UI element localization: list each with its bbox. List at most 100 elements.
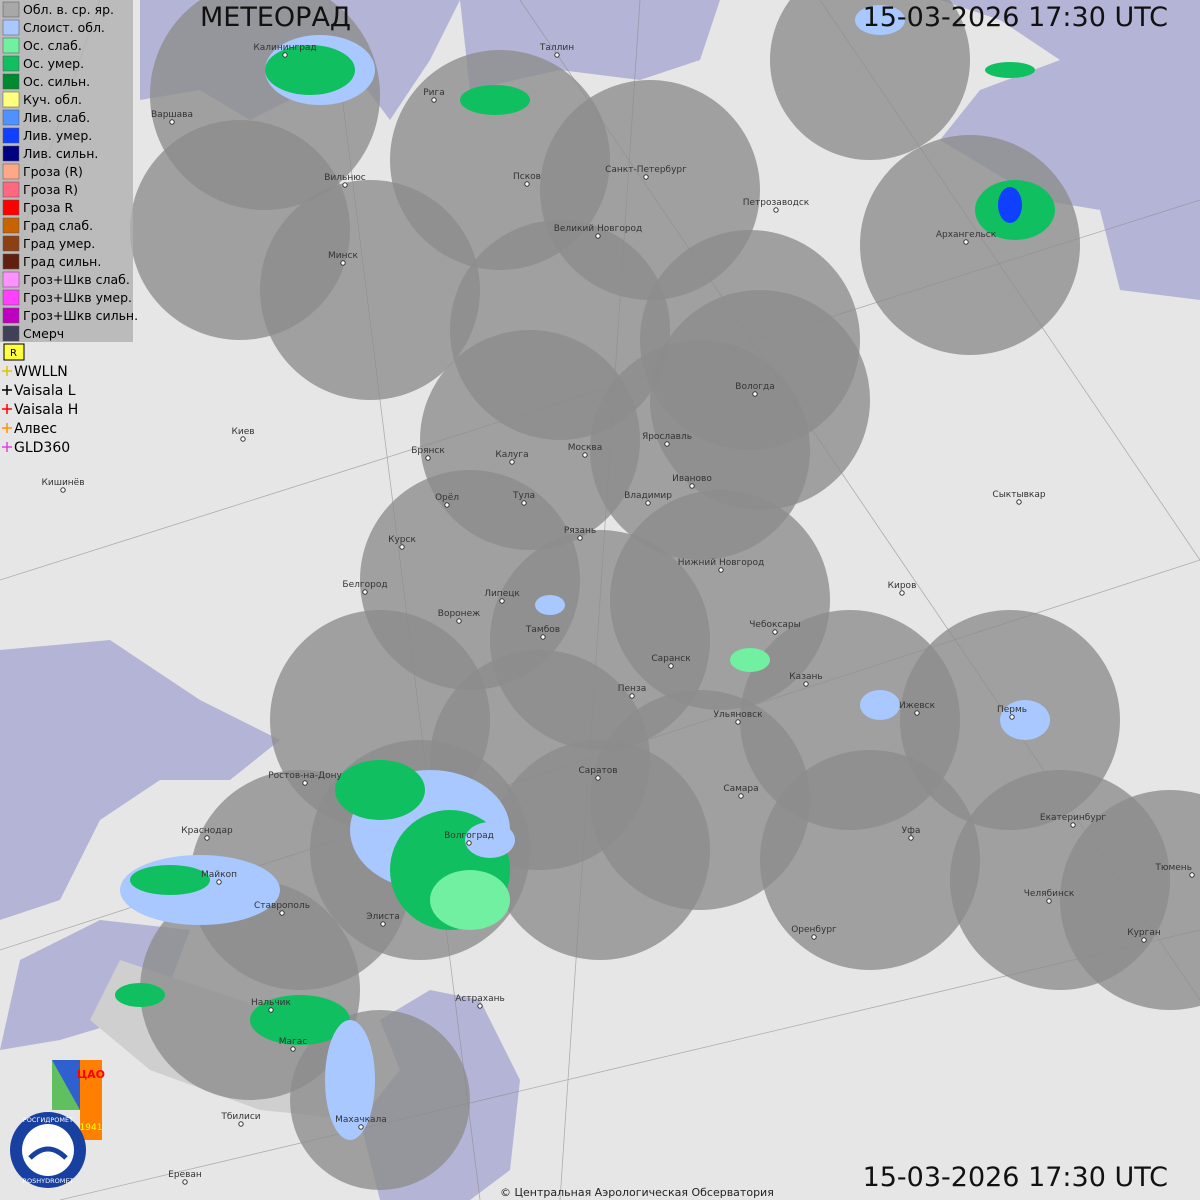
city-label: Краснодар xyxy=(181,826,233,836)
city-dot xyxy=(444,502,450,508)
legend-label: Град слаб. xyxy=(23,218,93,233)
legend-label: Ос. сильн. xyxy=(23,74,90,89)
city-dot xyxy=(279,910,285,916)
city-dot xyxy=(629,693,635,699)
city-dot xyxy=(204,835,210,841)
city-dot xyxy=(803,681,809,687)
logo-year: 1941 xyxy=(80,1123,103,1133)
logo-name-en: ROSHYDROMET xyxy=(23,1177,74,1185)
lightning-label: Алвес xyxy=(14,421,57,437)
legend-swatch xyxy=(2,325,20,342)
city-label: Махачкала xyxy=(335,1115,387,1125)
lightning-symbol xyxy=(2,366,12,376)
city-dot xyxy=(1016,499,1022,505)
city-label: Пермь xyxy=(997,705,1027,715)
city-label: Брянск xyxy=(411,446,445,456)
lightning-symbol xyxy=(2,423,12,433)
legend-swatch xyxy=(2,235,20,252)
city-dot xyxy=(282,52,288,58)
lightning-label: WWLLN xyxy=(14,364,68,380)
city-label: Нижний Новгород xyxy=(678,558,764,568)
city-label: Москва xyxy=(568,443,602,453)
city-label: Ярославль xyxy=(642,432,692,442)
logo-org: ЦАО xyxy=(77,1068,105,1081)
radar-circle xyxy=(860,135,1080,355)
legend-swatch xyxy=(2,145,20,162)
lightning-label: Vaisala L xyxy=(14,383,76,399)
lightning-symbol xyxy=(2,385,12,395)
logo: ЦАО 1941 РОСГИДРОМЕТ ROSHYDROMET xyxy=(10,1060,105,1188)
city-label: Тамбов xyxy=(525,625,560,635)
city-dot xyxy=(238,1121,244,1127)
city-label: Саранск xyxy=(651,654,691,664)
city-label: Воронеж xyxy=(438,609,480,619)
lightning-legend: WWLLN Vaisala L Vaisala H Алвес GLD360 xyxy=(2,364,78,456)
city-label: Орёл xyxy=(435,493,459,503)
radar-circle xyxy=(770,0,970,160)
legend: Обл. в. ср. яр. Слоист. обл. Ос. слаб. Ос. … xyxy=(2,1,138,342)
city-label: Архангельск xyxy=(936,230,997,240)
city-dot xyxy=(689,483,695,489)
city-label: Астрахань xyxy=(455,994,505,1004)
city-label: Калуга xyxy=(495,450,528,460)
city-label: Ростов-на-Дону xyxy=(268,771,342,781)
city-dot xyxy=(1009,714,1015,720)
radar-circle xyxy=(490,740,710,960)
city-dot xyxy=(290,1046,296,1052)
city-label: Таллин xyxy=(539,43,574,53)
city-label: Белгород xyxy=(342,580,387,590)
city-label: Оренбург xyxy=(791,925,837,935)
city-dot xyxy=(240,436,246,442)
city-label: Элиста xyxy=(366,912,400,922)
city-label: Казань xyxy=(789,672,822,682)
city-label: Тбилиси xyxy=(220,1112,260,1122)
city-label: Магас xyxy=(279,1037,308,1047)
radar-echoes xyxy=(115,5,1055,1140)
legend-label: Град умер. xyxy=(23,236,95,251)
city-label: Ижевск xyxy=(899,701,936,711)
city-dot xyxy=(169,119,175,125)
legend-swatch xyxy=(2,163,20,180)
city-label: Рига xyxy=(423,88,445,98)
radar-circle xyxy=(140,880,360,1100)
copyright: © Центральная Аэрологическая Обсерватори… xyxy=(500,1186,774,1199)
city-dot xyxy=(380,921,386,927)
city-label: Минск xyxy=(328,251,358,261)
city-label: Санкт-Петербург xyxy=(605,165,687,175)
city-dot xyxy=(738,793,744,799)
legend-swatch xyxy=(2,289,20,306)
city-label: Киров xyxy=(888,581,917,591)
city-dot xyxy=(182,1179,188,1185)
legend-label: Смерч xyxy=(23,326,64,341)
city-label: Калининград xyxy=(253,43,316,53)
city-dot xyxy=(216,879,222,885)
city-dot xyxy=(595,775,601,781)
city-label: Сыктывкар xyxy=(992,490,1045,500)
city-dot xyxy=(735,719,741,725)
lightning-label: Vaisala H xyxy=(14,402,78,418)
city-dot xyxy=(362,589,368,595)
city-label: Ульяновск xyxy=(713,710,763,720)
radar-circle xyxy=(760,750,980,970)
city-label: Владимир xyxy=(624,491,672,501)
city-label: Самара xyxy=(723,784,758,794)
legend-label: Обл. в. ср. яр. xyxy=(23,2,114,17)
city-dot xyxy=(342,182,348,188)
city-dot xyxy=(1070,822,1076,828)
city-label: Псков xyxy=(513,172,541,182)
lightning-symbol xyxy=(2,442,12,452)
city-dot xyxy=(425,455,431,461)
legend-label: Гроз+Шкв сильн. xyxy=(23,308,138,323)
legend-swatch xyxy=(2,19,20,36)
radar-icon-glyph: R xyxy=(10,348,17,359)
logo-name-ru: РОСГИДРОМЕТ xyxy=(23,1116,73,1124)
city-label: Пенза xyxy=(618,684,647,694)
legend-swatch xyxy=(2,271,20,288)
radar-circle xyxy=(260,180,480,400)
legend-swatch xyxy=(2,253,20,270)
city-dot xyxy=(540,634,546,640)
city-dot xyxy=(718,567,724,573)
legend-label: Ос. умер. xyxy=(23,56,84,71)
legend-label: Лив. слаб. xyxy=(23,110,90,125)
